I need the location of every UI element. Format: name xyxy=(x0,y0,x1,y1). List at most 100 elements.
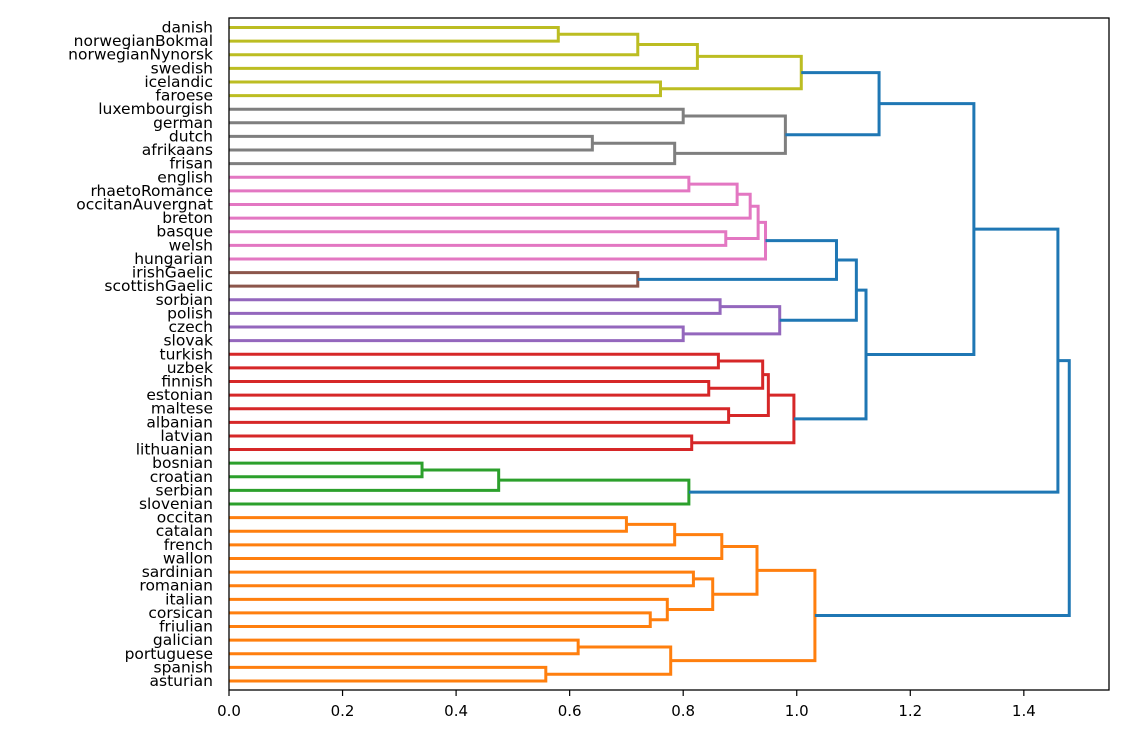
leaf-label: danish xyxy=(162,19,213,37)
link-n48 xyxy=(814,359,1071,617)
link-n23 xyxy=(229,352,720,370)
link-n15 xyxy=(725,204,760,241)
leaf-label: albanian xyxy=(146,413,213,431)
link-n19 xyxy=(229,298,722,315)
leaf-label: lithuanian xyxy=(136,441,213,459)
leaf-label: italian xyxy=(165,590,213,608)
link-n3 xyxy=(229,43,699,70)
leaf-label: german xyxy=(153,114,213,132)
link-n4 xyxy=(229,80,662,98)
x-tick-label: 0.2 xyxy=(331,702,355,720)
leaf-label: corsican xyxy=(148,604,213,622)
link-n45 xyxy=(229,665,548,683)
link-n46 xyxy=(545,645,673,676)
leaf-label: occitanAuvergnat xyxy=(76,195,213,213)
leaf-label: occitan xyxy=(157,509,213,527)
leaf-label: english xyxy=(157,168,213,186)
leaf-label: polish xyxy=(167,304,213,322)
leaf-label: dutch xyxy=(169,127,213,145)
leaf-label: sardinian xyxy=(142,563,213,581)
leaf-label: frisan xyxy=(169,155,213,173)
link-n1 xyxy=(229,26,560,43)
x-tick-label: 0.0 xyxy=(217,702,241,720)
leaf-label: norwegianBokmal xyxy=(74,32,213,50)
leaf-label: spanish xyxy=(154,658,213,676)
link-n35 xyxy=(688,227,1060,494)
link-n17 xyxy=(229,271,640,288)
leaf-label: romanian xyxy=(139,577,213,595)
leaf-label: norwegianNynorsk xyxy=(68,46,213,64)
x-tick-label: 0.6 xyxy=(558,702,582,720)
link-n22 xyxy=(779,258,858,322)
leaf-label: breton xyxy=(162,209,213,227)
leaf-label: faroese xyxy=(155,87,213,105)
link-n44 xyxy=(229,638,580,656)
leaf-label: friulian xyxy=(159,618,213,636)
leaf-label: slovak xyxy=(163,332,213,350)
leaf-label: finnish xyxy=(161,372,213,390)
leaf-label: galician xyxy=(153,631,213,649)
link-n34 xyxy=(229,478,691,506)
link-n36 xyxy=(229,516,628,533)
leaf-label: catalan xyxy=(156,522,213,540)
leaf-label: serbian xyxy=(156,481,213,499)
leaf-label: rhaetoRomance xyxy=(90,182,213,200)
link-n7 xyxy=(229,134,594,152)
link-n5 xyxy=(660,54,803,91)
x-tick-label: 1.2 xyxy=(898,702,922,720)
leaf-label: slovenian xyxy=(139,495,213,513)
link-n30 xyxy=(793,288,868,421)
leaf-label: portuguese xyxy=(125,645,213,663)
link-n31 xyxy=(866,102,976,357)
link-n12 xyxy=(229,182,739,206)
x-axis: 0.0 0.2 0.4 0.6 0.8 1.0 1.2 1.4 xyxy=(217,690,1036,720)
link-n21 xyxy=(683,305,782,336)
link-n8 xyxy=(229,141,677,166)
leaf-label: uzbek xyxy=(167,359,213,377)
link-n13 xyxy=(229,192,752,220)
leaf-label: icelandic xyxy=(144,73,213,91)
link-n16 xyxy=(229,220,768,261)
leaf-label: scottishGaelic xyxy=(104,277,213,295)
leaf-label: afrikaans xyxy=(142,141,213,159)
leaf-label: irishGaelic xyxy=(132,264,213,282)
leaf-label: french xyxy=(164,536,213,554)
x-tick-label: 1.4 xyxy=(1012,702,1036,720)
x-tick-label: 1.0 xyxy=(785,702,809,720)
leaf-label: czech xyxy=(168,318,213,336)
leaf-label: maltese xyxy=(151,400,213,418)
link-n38 xyxy=(229,533,724,560)
leaf-label: welsh xyxy=(169,236,213,254)
link-n6 xyxy=(229,107,685,125)
leaf-label: croatian xyxy=(150,468,213,486)
link-n37 xyxy=(229,522,677,547)
leaf-label: luxembourgish xyxy=(98,100,213,118)
x-tick-label: 0.4 xyxy=(444,702,468,720)
x-tick-label: 0.8 xyxy=(671,702,695,720)
leaf-label: turkish xyxy=(160,345,213,363)
link-n43 xyxy=(712,545,759,596)
leaf-label: asturian xyxy=(150,672,213,690)
leaf-label: estonian xyxy=(146,386,213,404)
link-n25 xyxy=(708,359,765,390)
leaf-labels: danishnorwegianBokmalnorwegianNynorskswe… xyxy=(68,19,213,691)
leaf-label: basque xyxy=(156,223,213,241)
link-n26 xyxy=(229,407,731,424)
link-n39 xyxy=(229,570,695,588)
link-n14 xyxy=(229,230,728,247)
link-n42 xyxy=(667,577,715,612)
link-n28 xyxy=(229,434,694,452)
leaf-label: latvian xyxy=(160,427,213,445)
link-n40 xyxy=(229,611,652,629)
link-n41 xyxy=(229,597,669,622)
link-n24 xyxy=(229,379,711,397)
link-n29 xyxy=(691,393,796,445)
link-n2 xyxy=(229,32,640,57)
link-n33 xyxy=(229,468,501,492)
dendrogram-links xyxy=(229,26,1071,683)
link-n9 xyxy=(674,114,787,155)
plot-frame xyxy=(228,17,1110,691)
leaf-label: swedish xyxy=(151,59,213,77)
link-n11 xyxy=(229,175,691,193)
